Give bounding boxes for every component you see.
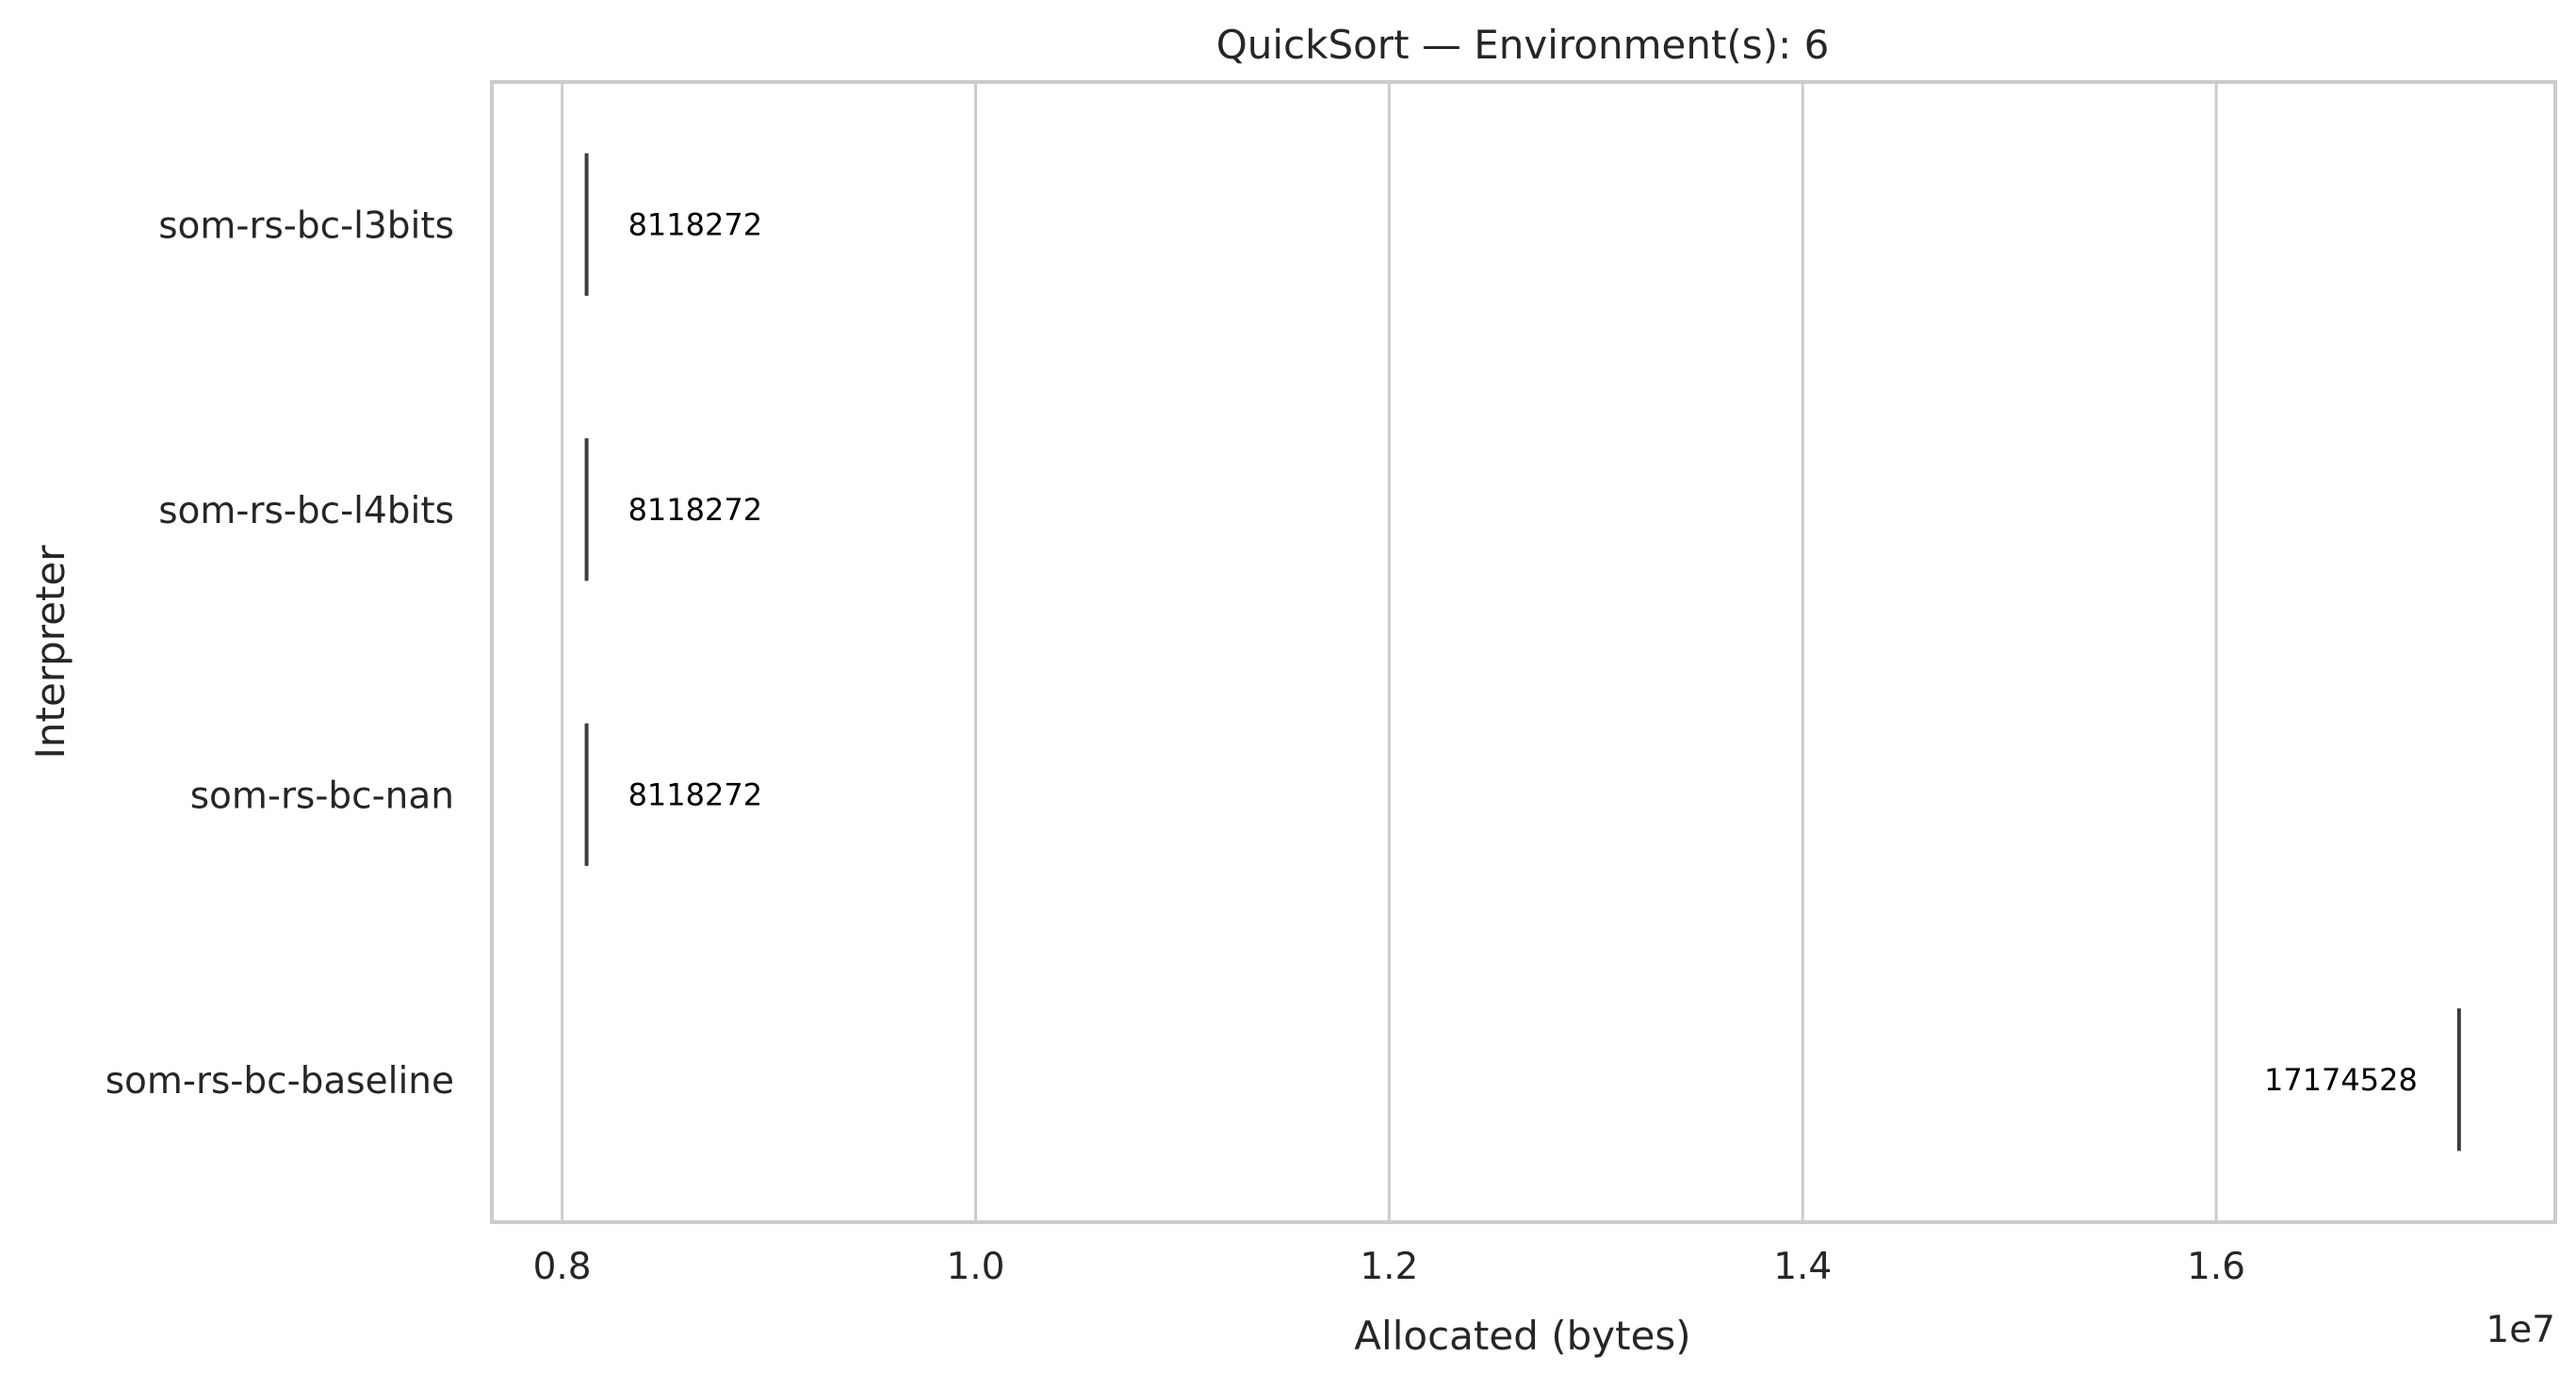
- y-tick-label: som-rs-bc-nan: [190, 775, 454, 817]
- y-axis-label: Interpreter: [27, 545, 73, 760]
- x-tick-label: 0.8: [533, 1246, 592, 1288]
- x-tick-label: 1.4: [1773, 1246, 1832, 1288]
- grid-lines: [561, 82, 2218, 1222]
- data-label-som-rs-bc-l3bits: 8118272: [628, 206, 763, 242]
- data-label-som-rs-bc-baseline: 17174528: [2264, 1062, 2418, 1098]
- y-tick-label: som-rs-bc-baseline: [106, 1060, 454, 1103]
- y-tick-label: som-rs-bc-l3bits: [158, 204, 454, 247]
- x-axis-offset-label: 1e7: [2486, 1309, 2555, 1351]
- y-tick-labels: som-rs-bc-l3bits som-rs-bc-l4bits som-rs-b…: [106, 204, 454, 1103]
- data-labels: 8118272 8118272 8118272 17174528: [628, 206, 2418, 1098]
- y-tick-label: som-rs-bc-l4bits: [158, 490, 454, 532]
- x-tick-label: 1.2: [1360, 1246, 1418, 1288]
- x-tick-labels: 0.8 1.0 1.2 1.4 1.6: [533, 1246, 2246, 1288]
- data-marks: [584, 153, 2461, 1152]
- x-axis-label: Allocated (bytes): [1354, 1313, 1690, 1359]
- x-tick-label: 1.0: [946, 1246, 1004, 1288]
- data-label-som-rs-bc-l4bits: 8118272: [628, 492, 763, 528]
- plot-frame: [490, 80, 2557, 1224]
- x-tick-label: 1.6: [2187, 1246, 2245, 1288]
- chart-title: QuickSort — Environment(s): 6: [1216, 22, 1830, 68]
- data-label-som-rs-bc-nan: 8118272: [628, 776, 763, 812]
